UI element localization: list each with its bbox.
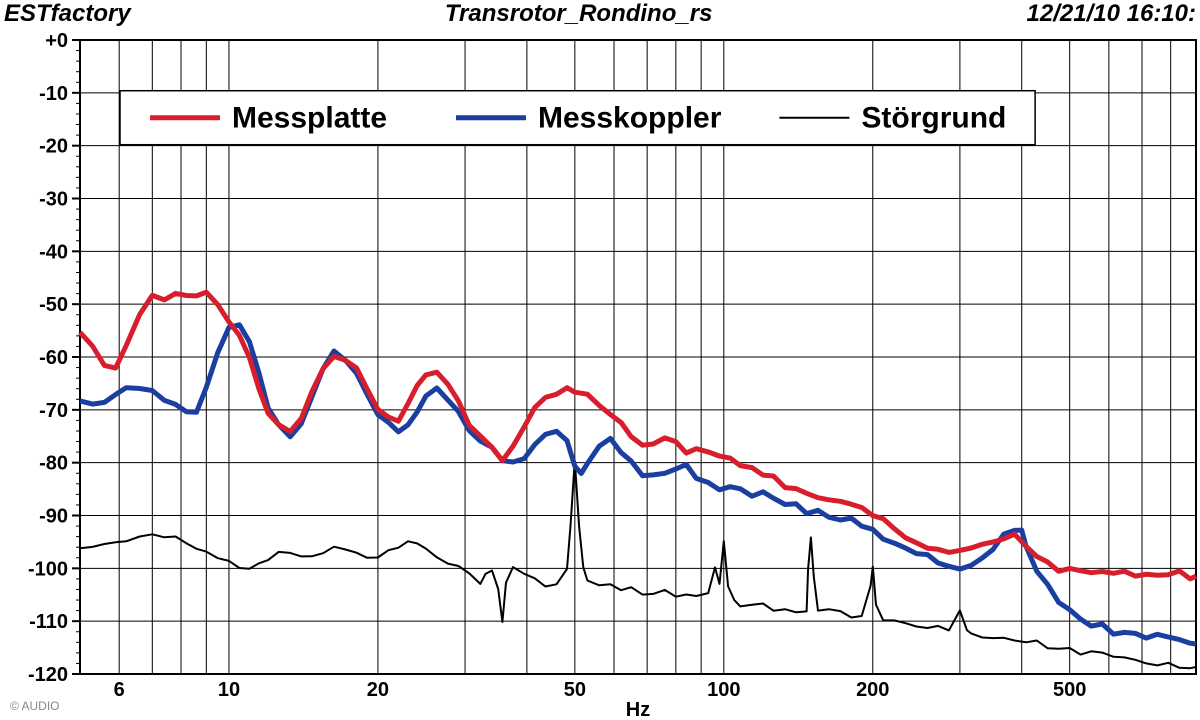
spectrum-chart: +0 -10 -20 -30 -40 -50 -60 -70 -80 -90 -100 -110 -12… <box>0 28 1200 720</box>
svg-text:100: 100 <box>707 679 740 701</box>
svg-text:-40: -40 <box>39 241 68 263</box>
header-center: Transrotor_Rondino_rs <box>131 0 1027 28</box>
watermark: © AUDIO <box>6 698 64 714</box>
header-left: ESTfactory <box>4 0 131 28</box>
svg-text:-30: -30 <box>39 189 68 211</box>
svg-text:-70: -70 <box>39 400 68 422</box>
svg-text:500: 500 <box>1053 679 1086 701</box>
svg-text:6: 6 <box>114 679 125 701</box>
svg-text:-80: -80 <box>39 453 68 475</box>
svg-text:Messkoppler: Messkoppler <box>538 102 722 135</box>
svg-text:Messplatte: Messplatte <box>232 102 387 135</box>
svg-text:-50: -50 <box>39 294 68 316</box>
svg-text:-120: -120 <box>28 664 68 686</box>
svg-text:Störgrund: Störgrund <box>861 102 1006 135</box>
svg-text:-90: -90 <box>39 506 68 528</box>
chart-container: +0 -10 -20 -30 -40 -50 -60 -70 -80 -90 -100 -110 -12… <box>0 28 1200 720</box>
svg-text:-60: -60 <box>39 347 68 369</box>
svg-text:20: 20 <box>367 679 389 701</box>
svg-text:+0: +0 <box>45 30 68 52</box>
svg-text:-20: -20 <box>39 136 68 158</box>
header-right: 12/21/10 16:10: <box>1027 0 1196 28</box>
svg-text:10: 10 <box>218 679 240 701</box>
chart-header: ESTfactory Transrotor_Rondino_rs 12/21/1… <box>0 0 1200 28</box>
svg-text:50: 50 <box>564 679 586 701</box>
svg-text:-100: -100 <box>28 558 68 580</box>
svg-text:Hz: Hz <box>626 699 650 720</box>
svg-text:200: 200 <box>856 679 889 701</box>
svg-text:-110: -110 <box>29 611 68 633</box>
svg-text:-10: -10 <box>39 83 68 105</box>
